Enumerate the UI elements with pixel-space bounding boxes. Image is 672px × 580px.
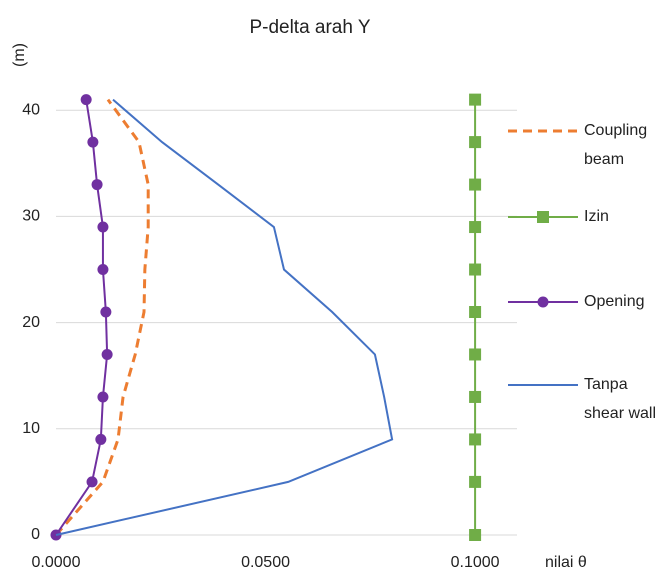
- legend-marker: [537, 211, 549, 223]
- point: [469, 433, 482, 446]
- point: [469, 136, 482, 149]
- point: [469, 348, 482, 361]
- point: [86, 476, 98, 488]
- x-tick-label: 0.0500: [241, 554, 290, 571]
- legend-label: Tanpa shear wall: [584, 376, 657, 422]
- legend-label: Izin: [584, 208, 609, 225]
- point: [469, 306, 482, 318]
- y-tick-label: 0: [31, 526, 40, 543]
- y-tick-label: 20: [22, 314, 40, 331]
- point: [469, 93, 482, 106]
- point: [87, 136, 99, 148]
- point: [80, 94, 92, 106]
- point: [91, 179, 103, 191]
- legend-label: Opening: [584, 293, 645, 310]
- series-line: [55, 98, 394, 536]
- x-tick-label: 0.0000: [32, 554, 81, 571]
- y-tick-label: 10: [22, 420, 40, 437]
- point: [95, 433, 107, 445]
- y-tick-label: 40: [22, 101, 40, 118]
- point: [97, 391, 109, 403]
- point: [101, 348, 113, 360]
- point: [469, 475, 482, 488]
- chart-title: P-delta arah Y: [249, 17, 370, 38]
- x-tick-label: 0.1000: [451, 554, 500, 571]
- point: [469, 221, 482, 234]
- point: [100, 306, 112, 318]
- point: [97, 264, 109, 276]
- series-line: [54, 98, 150, 536]
- y-tick-label: 30: [22, 208, 40, 225]
- legend-label: Coupling beam: [584, 122, 648, 168]
- legend-marker: [537, 296, 549, 308]
- series-line: [55, 99, 109, 536]
- y-axis-label: (m): [11, 43, 28, 67]
- point: [469, 178, 482, 191]
- point: [469, 529, 482, 541]
- point: [469, 263, 482, 276]
- point: [97, 221, 109, 233]
- x-axis-label: nilai θ: [545, 554, 587, 571]
- point: [469, 390, 482, 403]
